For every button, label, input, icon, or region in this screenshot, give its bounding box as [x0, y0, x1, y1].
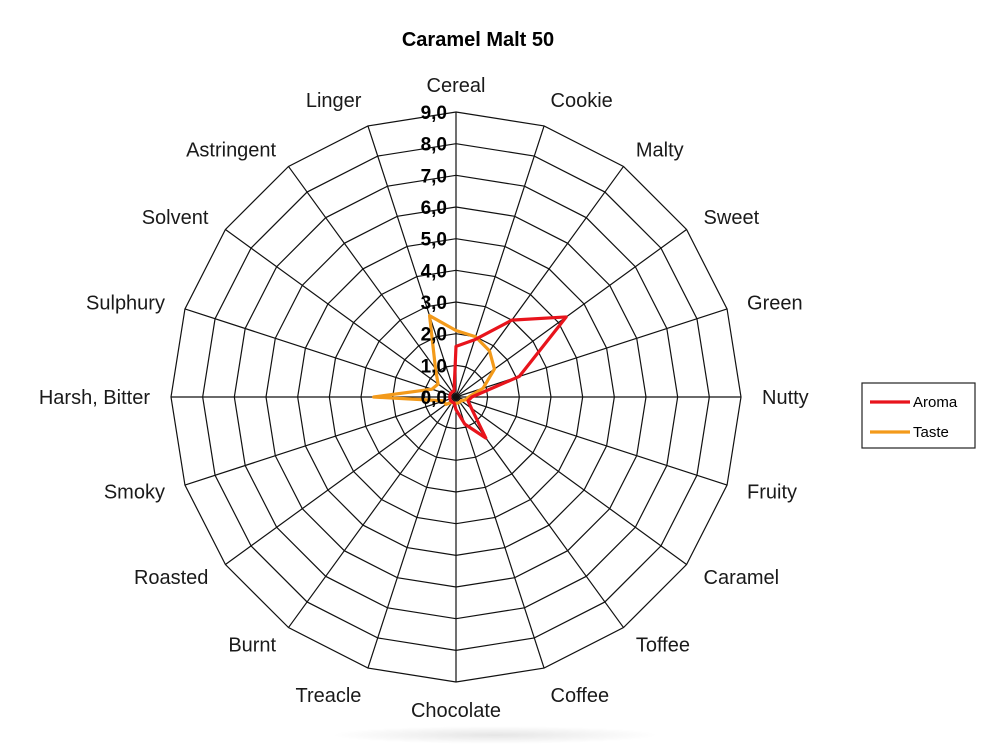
spoke-16: [184, 308, 457, 398]
category-label: Fruity: [747, 482, 797, 504]
spoke-18: [287, 166, 457, 398]
tick-label: 2,0: [421, 325, 447, 346]
tick-label: 1,0: [421, 356, 447, 377]
category-label: Astringent: [186, 139, 276, 161]
legend-label-aroma: Aroma: [913, 394, 958, 411]
category-label: Linger: [306, 90, 362, 112]
category-label: Caramel: [704, 567, 780, 589]
category-label: Roasted: [134, 567, 209, 589]
category-label: Harsh, Bitter: [39, 387, 150, 409]
category-label: Coffee: [551, 685, 610, 707]
spoke-11: [367, 396, 457, 669]
spoke-19: [367, 125, 457, 398]
category-label: Nutty: [762, 387, 809, 409]
category-label: Toffee: [636, 635, 690, 657]
category-label: Smoky: [104, 482, 165, 504]
category-label: Sweet: [704, 207, 760, 229]
category-label: Burnt: [228, 635, 276, 657]
spoke-17: [225, 228, 457, 398]
tick-label: 9,0: [421, 103, 447, 124]
spoke-4: [455, 308, 728, 398]
tick-label: 6,0: [421, 198, 447, 219]
bottom-shadow: [330, 726, 660, 744]
legend: Aroma Taste: [861, 382, 976, 449]
category-label: Chocolate: [411, 700, 501, 722]
category-label: Solvent: [142, 207, 209, 229]
spoke-13: [225, 396, 457, 566]
category-label: Cookie: [551, 90, 613, 112]
category-labels: Cereal Cookie Malty Sweet Green Nutty Fruity Ca…: [39, 75, 809, 722]
spoke-14: [184, 396, 457, 486]
spoke-12: [287, 396, 457, 628]
tick-label: 7,0: [421, 166, 447, 187]
tick-label: 0,0: [421, 388, 447, 409]
tick-label: 4,0: [421, 261, 447, 282]
chart-title: Caramel Malt 50: [402, 29, 554, 51]
legend-label-taste: Taste: [913, 424, 949, 441]
spoke-2: [455, 166, 625, 398]
category-label: Treacle: [295, 685, 361, 707]
spoke-9: [455, 396, 545, 669]
legend-box: [861, 382, 976, 449]
radar-spokes: [171, 112, 741, 682]
category-label: Cereal: [427, 75, 486, 97]
spoke-3: [455, 228, 687, 398]
radar-series: [372, 314, 568, 440]
spoke-1: [455, 125, 545, 398]
category-label: Sulphury: [86, 292, 165, 314]
radial-tick-labels: 0,0 1,0 2,0 3,0 4,0 5,0 6,0 7,0 8,0 9,0: [421, 103, 447, 409]
spoke-7: [455, 396, 687, 566]
category-label: Malty: [636, 139, 684, 161]
tick-label: 5,0: [421, 230, 447, 251]
category-label: Green: [747, 292, 803, 314]
tick-label: 3,0: [421, 293, 447, 314]
tick-label: 8,0: [421, 135, 447, 156]
spoke-6: [455, 396, 728, 486]
